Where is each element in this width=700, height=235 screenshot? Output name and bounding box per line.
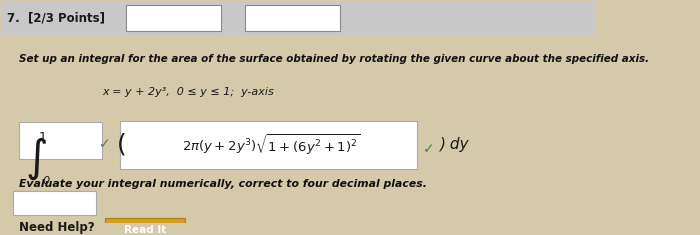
- FancyBboxPatch shape: [1, 1, 595, 35]
- Text: 1: 1: [39, 131, 47, 144]
- Text: x = y + 2y³,  0 ≤ y ≤ 1;  y-axis: x = y + 2y³, 0 ≤ y ≤ 1; y-axis: [102, 87, 274, 97]
- Text: ) dy: ) dy: [440, 137, 470, 152]
- Text: 0: 0: [42, 176, 50, 186]
- Text: $\int$: $\int$: [25, 136, 47, 182]
- Text: Need Help?: Need Help?: [19, 221, 94, 234]
- FancyBboxPatch shape: [120, 121, 416, 169]
- FancyBboxPatch shape: [13, 191, 97, 215]
- Text: (: (: [117, 133, 127, 157]
- FancyBboxPatch shape: [19, 122, 102, 159]
- Text: 7.  [2/3 Points]: 7. [2/3 Points]: [7, 12, 105, 24]
- FancyBboxPatch shape: [245, 5, 340, 31]
- Text: Set up an integral for the area of the surface obtained by rotating the given cu: Set up an integral for the area of the s…: [19, 54, 650, 64]
- Text: $2\pi(y + 2y^3)\sqrt{1 + (6y^2 + 1)^2}$: $2\pi(y + 2y^3)\sqrt{1 + (6y^2 + 1)^2}$: [182, 132, 360, 157]
- Text: ✓: ✓: [423, 142, 435, 156]
- Text: Evaluate your integral numerically, correct to four decimal places.: Evaluate your integral numerically, corr…: [19, 179, 427, 189]
- FancyBboxPatch shape: [126, 5, 221, 31]
- Text: Read It: Read It: [124, 225, 167, 235]
- FancyBboxPatch shape: [105, 218, 186, 235]
- Text: ✓: ✓: [99, 137, 111, 151]
